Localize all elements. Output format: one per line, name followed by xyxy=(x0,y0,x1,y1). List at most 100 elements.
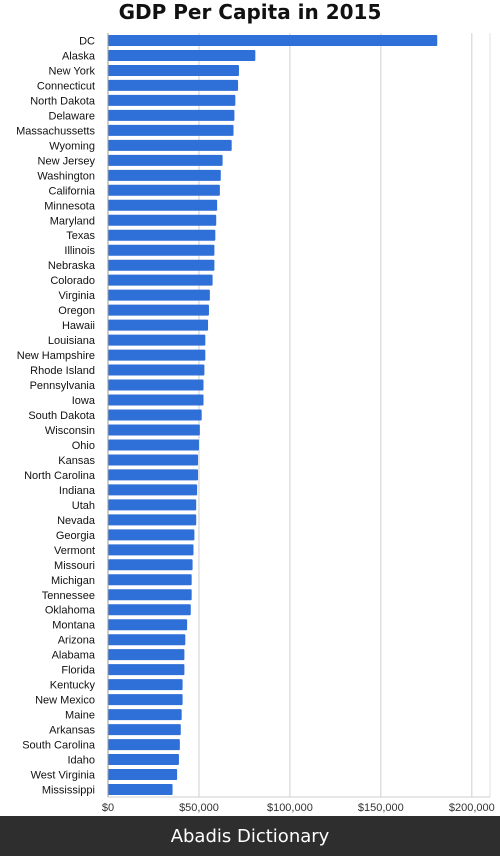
category-label: Michigan xyxy=(51,575,95,587)
category-label: Illinois xyxy=(64,245,95,257)
bar xyxy=(108,94,236,106)
category-label: Nebraska xyxy=(48,260,96,272)
bar xyxy=(108,694,183,706)
bar xyxy=(108,364,205,376)
bar xyxy=(108,349,206,361)
bar xyxy=(108,199,218,211)
bar xyxy=(108,784,173,796)
bar xyxy=(108,34,438,46)
category-label: Louisiana xyxy=(48,335,96,347)
bar xyxy=(108,304,209,316)
category-label: Colorado xyxy=(50,275,95,287)
x-tick-label: $150,000 xyxy=(358,802,404,814)
category-label: Rhode Island xyxy=(30,365,95,377)
category-label: Oklahoma xyxy=(45,605,96,617)
category-label: DC xyxy=(79,35,95,47)
category-label: New York xyxy=(49,65,96,77)
category-label: Iowa xyxy=(72,395,96,407)
category-label: Mississippi xyxy=(42,785,95,797)
bar xyxy=(108,514,197,526)
category-label: Idaho xyxy=(67,755,95,767)
bar xyxy=(108,289,210,301)
bar xyxy=(108,604,191,616)
bar xyxy=(108,469,199,481)
x-tick-label: $0 xyxy=(102,802,114,814)
bar xyxy=(108,109,235,121)
category-label: Virginia xyxy=(59,290,96,302)
category-label: North Dakota xyxy=(30,95,96,107)
category-label: Kansas xyxy=(58,455,95,467)
bar xyxy=(108,634,186,646)
bar xyxy=(108,154,223,166)
bar xyxy=(108,454,199,466)
category-label: Oregon xyxy=(58,305,95,317)
bar xyxy=(108,49,256,61)
category-label: New Mexico xyxy=(35,695,95,707)
category-label: Utah xyxy=(72,500,95,512)
category-label: Ohio xyxy=(72,440,95,452)
category-label: Maine xyxy=(65,710,95,722)
category-label: Delaware xyxy=(49,110,95,122)
category-label: Massachussetts xyxy=(16,125,95,137)
bar xyxy=(108,439,199,451)
bar xyxy=(108,529,195,541)
category-label: New Hampshire xyxy=(17,350,95,362)
category-label: Arizona xyxy=(58,635,96,647)
category-label: Tennessee xyxy=(42,590,95,602)
category-label: Maryland xyxy=(50,215,95,227)
x-tick-label: $100,000 xyxy=(267,802,313,814)
bar xyxy=(108,244,215,256)
bar xyxy=(108,379,204,391)
bar xyxy=(108,589,192,601)
category-label: Kentucky xyxy=(50,680,96,692)
bar xyxy=(108,214,217,226)
bar xyxy=(108,169,221,181)
category-label: Washington xyxy=(37,170,95,182)
bar xyxy=(108,499,197,511)
category-label: Nevada xyxy=(57,515,96,527)
bar xyxy=(108,754,179,766)
bar xyxy=(108,124,234,136)
category-label: California xyxy=(49,185,96,197)
category-label: Indiana xyxy=(59,485,96,497)
category-label: Hawaii xyxy=(62,320,95,332)
bar xyxy=(108,334,206,346)
bar xyxy=(108,79,239,91)
bar xyxy=(108,64,239,76)
category-label: North Carolina xyxy=(24,470,96,482)
bar xyxy=(108,664,185,676)
category-label: Florida xyxy=(61,665,96,677)
bar xyxy=(108,139,232,151)
bar xyxy=(108,619,188,631)
bar xyxy=(108,649,185,661)
category-label: Wyoming xyxy=(49,140,95,152)
x-tick-label: $200,000 xyxy=(449,802,495,814)
category-label: Pennsylvania xyxy=(30,380,96,392)
bar xyxy=(108,259,215,271)
category-label: Alaska xyxy=(62,50,96,62)
category-label: New Jersey xyxy=(38,155,96,167)
footer-text: Abadis Dictionary xyxy=(170,825,330,847)
bar xyxy=(108,679,183,691)
bar xyxy=(108,319,209,331)
bar xyxy=(108,769,178,781)
bar xyxy=(108,229,216,241)
bar xyxy=(108,424,200,436)
category-label: Connecticut xyxy=(37,80,95,92)
footer-banner: Abadis Dictionary xyxy=(0,816,500,856)
category-label: Alabama xyxy=(52,650,96,662)
category-label: Texas xyxy=(66,230,95,242)
bar-chart: DC Alaska New York Connecticut North Dakota D… xyxy=(16,33,495,814)
x-tick-label: $50,000 xyxy=(179,802,219,814)
category-label: Missouri xyxy=(54,560,95,572)
category-label: Arkansas xyxy=(49,725,95,737)
category-label: Vermont xyxy=(54,545,95,557)
bar xyxy=(108,484,198,496)
bar xyxy=(108,724,181,736)
category-label: Minnesota xyxy=(44,200,96,212)
bar xyxy=(108,739,180,751)
category-label: Wisconsin xyxy=(45,425,95,437)
bar xyxy=(108,559,193,571)
bar xyxy=(108,709,182,721)
bar xyxy=(108,274,213,286)
